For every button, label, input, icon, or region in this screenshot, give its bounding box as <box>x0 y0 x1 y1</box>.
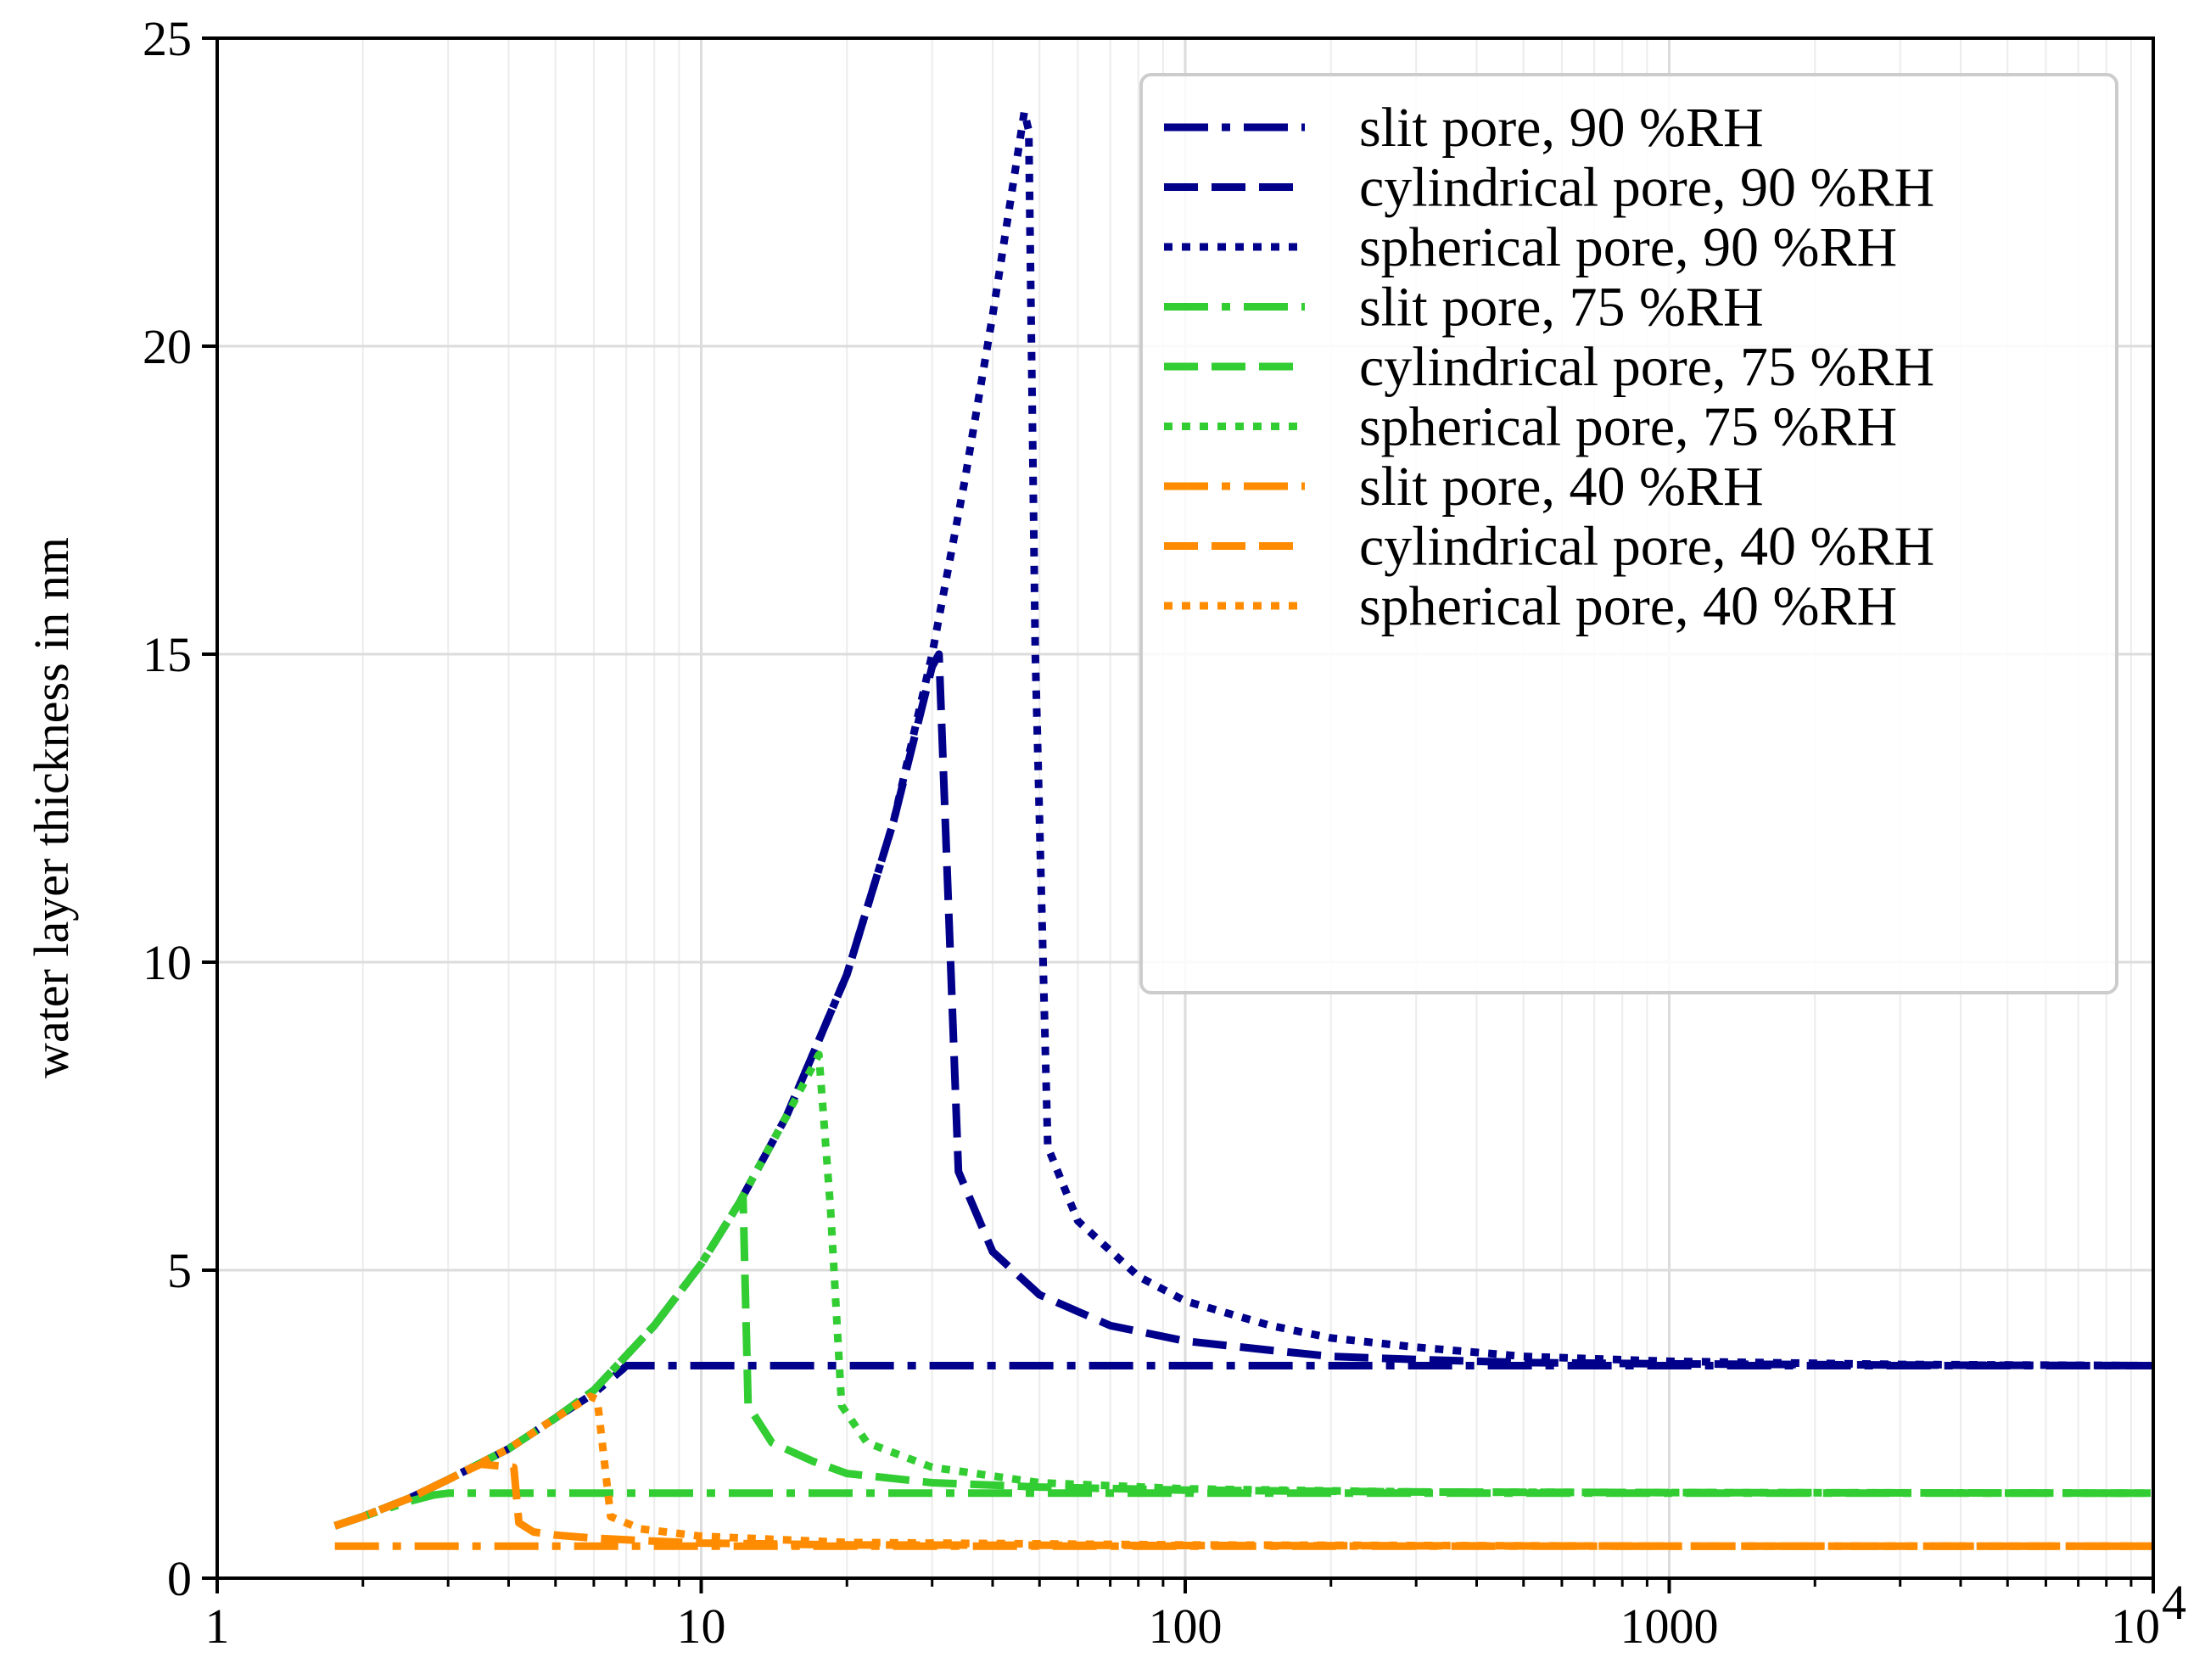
y-tick-label: 15 <box>143 627 192 682</box>
legend-label: cylindrical pore, 40 %RH <box>1359 516 1934 578</box>
x-tick-label: 1 <box>205 1599 230 1654</box>
y-tick-label: 25 <box>143 11 192 66</box>
x-tick-label: 10 <box>2111 1599 2160 1654</box>
legend-label: spherical pore, 90 %RH <box>1359 216 1897 278</box>
legend-label: spherical pore, 75 %RH <box>1359 396 1897 458</box>
legend-label: cylindrical pore, 90 %RH <box>1359 157 1934 219</box>
series-line-8 <box>333 1460 2153 1550</box>
series-line-6 <box>333 1050 2153 1530</box>
y-tick-label: 10 <box>143 935 192 990</box>
x-tick-label: 1000 <box>1620 1599 1719 1654</box>
legend-label: cylindrical pore, 75 %RH <box>1359 336 1934 398</box>
legend-label: slit pore, 90 %RH <box>1359 97 1764 159</box>
y-tick-label: 5 <box>167 1243 192 1298</box>
x-tick-label: 10 <box>677 1599 726 1654</box>
y-tick-label: 0 <box>167 1551 192 1606</box>
y-axis-title: water layer thickness in nm <box>24 537 79 1078</box>
legend-label: slit pore, 40 %RH <box>1359 456 1764 518</box>
x-tick-label: 100 <box>1149 1599 1223 1654</box>
legend-box <box>1139 73 2118 994</box>
series-line-9 <box>333 1392 2153 1550</box>
x-tick-exponent: 4 <box>2162 1575 2186 1630</box>
legend-label: slit pore, 75 %RH <box>1359 277 1764 339</box>
legend-label: spherical pore, 40 %RH <box>1359 575 1897 637</box>
series-layer <box>333 108 2153 1550</box>
y-tick-label: 20 <box>143 319 192 374</box>
